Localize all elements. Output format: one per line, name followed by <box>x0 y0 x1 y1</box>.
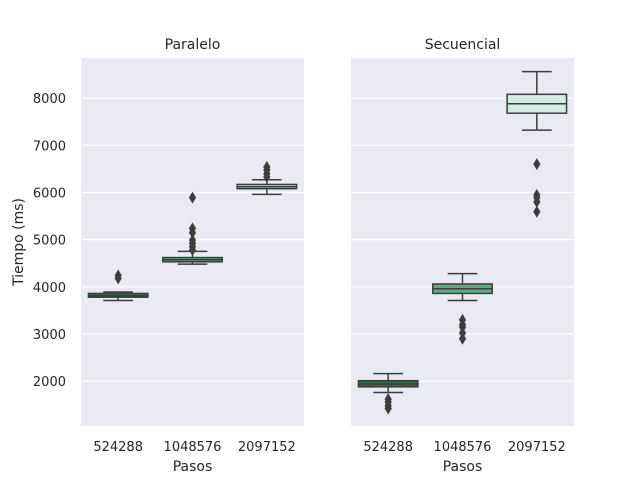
panel-paralelo: Paralelo 524288 1048576 2097152 Pasos <box>81 37 304 475</box>
box-2097152 <box>236 160 298 196</box>
panel-secuencial: Secuencial 524288 1048576 2097152 Pasos <box>351 37 574 475</box>
y-tick-label: 5000 <box>33 234 66 249</box>
box-1048576 <box>162 191 223 265</box>
x-tick-labels: 524288 1048576 2097152 <box>93 440 295 455</box>
y-tick-label: 6000 <box>33 186 66 201</box>
x-tick-label: 1048576 <box>434 440 492 455</box>
panel-title: Paralelo <box>165 37 221 53</box>
x-tick-label: 1048576 <box>164 440 222 455</box>
grid-lines <box>81 97 304 382</box>
y-tick-label: 7000 <box>33 139 66 154</box>
box-1048576 <box>432 272 493 345</box>
outlier-point <box>533 205 541 218</box>
outlier-point <box>188 234 197 247</box>
y-tick-label: 3000 <box>33 328 66 343</box>
y-tick-label: 8000 <box>33 92 66 107</box>
x-tick-label: 524288 <box>93 440 143 455</box>
x-tick-label: 2097152 <box>238 440 296 455</box>
box-524288 <box>87 269 149 302</box>
outlier-point <box>114 269 122 282</box>
outlier-point <box>533 158 541 171</box>
y-tick-label: 2000 <box>33 375 66 390</box>
boxes <box>87 160 298 302</box>
box-2097152 <box>506 70 568 218</box>
boxes <box>357 70 568 415</box>
x-axis-label: Pasos <box>443 459 483 475</box>
y-axis-label: Tiempo (ms) <box>11 198 27 287</box>
outlier-point <box>188 222 197 235</box>
outlier-point <box>263 160 271 173</box>
x-axis-label: Pasos <box>173 459 213 475</box>
outlier-point <box>188 191 197 204</box>
x-tick-labels: 524288 1048576 2097152 <box>363 440 565 455</box>
x-tick-label: 2097152 <box>508 440 566 455</box>
box-524288 <box>357 372 419 415</box>
x-tick-label: 524288 <box>363 440 413 455</box>
y-tick-label: 4000 <box>33 281 66 296</box>
y-tick-labels: 2000 3000 4000 5000 6000 7000 8000 <box>33 92 66 390</box>
outlier-point <box>458 313 467 326</box>
panel-title: Secuencial <box>425 37 501 53</box>
outlier-point <box>533 188 541 201</box>
outlier-point <box>384 393 392 406</box>
